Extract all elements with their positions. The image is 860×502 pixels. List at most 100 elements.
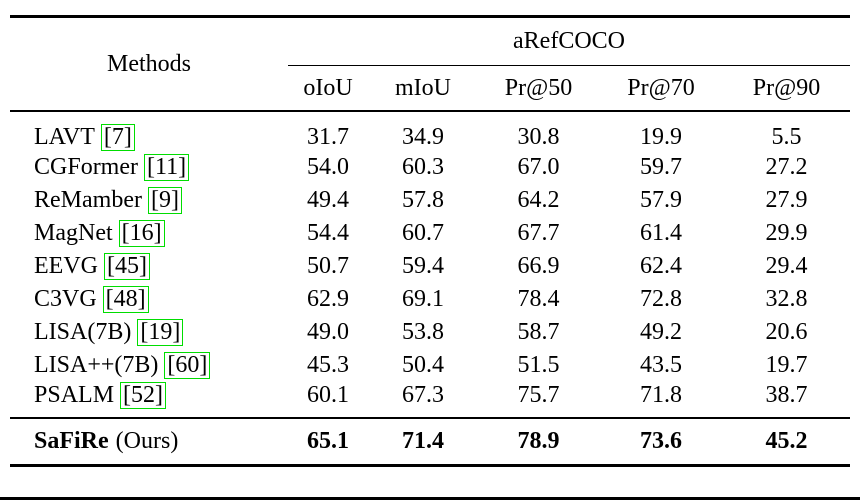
value-cell: 31.7 [307,123,349,150]
value-cell: 45.2 [723,416,851,468]
value-cell: 30.8 [517,123,560,150]
column-header-pr50: Pr@50 [478,65,599,112]
table-row: C3VG [48] 62.9 69.1 78.4 72.8 32.8 [10,283,850,316]
ours-method-name: SaFiRe [34,428,109,455]
value-cell: 34.9 [402,123,444,150]
value-cell: 65.1 [288,416,368,468]
value-cell: 78.4 [517,285,560,312]
citation-link[interactable]: [7] [100,123,135,151]
method-cell: LISA(7B) [19] [10,316,288,349]
value-cell: 5.5 [771,123,802,150]
method-name: LISA++(7B) [34,351,159,378]
method-cell: EEVG [45] [10,250,288,283]
value-cell: 57.8 [402,186,444,213]
value-cell: 67.0 [517,153,560,180]
value-cell: 49.0 [307,318,349,345]
value-cell: 54.4 [307,219,349,246]
value-cell: 62.9 [307,285,349,312]
method-cell: LISA++(7B) [60] [10,349,288,382]
value-cell: 69.1 [402,285,444,312]
method-cell: LAVT [7] [10,111,288,151]
method-name: ReMamber [34,186,142,213]
value-cell: 20.6 [765,318,808,345]
citation-link[interactable]: [11] [144,153,190,181]
table-row: ReMamber [9] 49.4 57.8 64.2 57.9 27.9 [10,184,850,217]
value-cell: 60.1 [307,382,349,409]
value-cell: 53.8 [402,318,444,345]
table-row: LISA(7B) [19] 49.0 53.8 58.7 49.2 20.6 [10,316,850,349]
value-cell: 78.9 [478,416,599,468]
method-cell: PSALM [52] [10,381,288,418]
value-cell: 50.4 [402,351,444,378]
group-header-arefcoco: aRefCOCO [288,15,851,66]
citation-link[interactable]: [16] [118,219,165,247]
method-name: C3VG [34,285,97,312]
value-cell: 49.2 [640,318,682,345]
method-name: CGFormer [34,153,138,180]
method-name: MagNet [34,219,113,246]
column-header-miou: mIoU [368,65,478,112]
value-cell: 49.4 [307,186,349,213]
value-cell: 38.7 [765,382,808,409]
method-name: PSALM [34,381,115,408]
value-cell: 45.3 [307,351,349,378]
citation-link[interactable]: [52] [120,381,167,409]
value-cell: 71.8 [640,382,682,409]
method-cell: MagNet [16] [10,217,288,250]
method-cell: ReMamber [9] [10,184,288,217]
method-name: EEVG [34,252,98,279]
citation-link[interactable]: [60] [164,351,211,379]
method-cell: C3VG [48] [10,283,288,316]
method-cell: CGFormer [11] [10,151,288,184]
table-row: LISA++(7B) [60] 45.3 50.4 51.5 43.5 19.7 [10,349,850,382]
value-cell: 71.4 [368,416,478,468]
value-cell: 50.7 [307,252,349,279]
citation-link[interactable]: [9] [147,186,182,214]
value-cell: 19.9 [640,123,682,150]
citation-link[interactable]: [45] [103,252,150,280]
results-table: Methods aRefCOCO oIoU mIoU Pr@50 Pr@70 P… [10,15,851,468]
value-cell: 29.4 [765,252,808,279]
header-row-group: Methods aRefCOCO [10,15,851,112]
value-cell: 19.7 [765,351,808,378]
value-cell: 27.2 [765,153,808,180]
method-name: LISA(7B) [34,318,132,345]
column-header-pr90: Pr@90 [723,65,851,112]
value-cell: 57.9 [640,186,682,213]
value-cell: 72.8 [640,285,682,312]
value-cell: 58.7 [517,318,560,345]
table-row: EEVG [45] 50.7 59.4 66.9 62.4 29.4 [10,250,850,283]
table-row: CGFormer [11] 54.0 60.3 67.0 59.7 27.2 [10,151,850,184]
method-cell-ours: SaFiRe (Ours) [10,416,288,468]
value-cell: 60.7 [402,219,444,246]
table-row: LAVT [7] 31.7 34.9 30.8 19.9 5.5 [10,111,850,151]
value-cell: 59.7 [640,153,682,180]
column-header-pr70: Pr@70 [599,65,723,112]
value-cell: 59.4 [402,252,444,279]
value-cell: 62.4 [640,252,682,279]
ours-row: SaFiRe (Ours) 65.1 71.4 78.9 73.6 45.2 [10,416,851,468]
value-cell: 75.7 [517,382,560,409]
value-cell: 54.0 [307,153,349,180]
table-row: PSALM [52] 60.1 67.3 75.7 71.8 38.7 [10,381,850,418]
table-row: MagNet [16] 54.4 60.7 67.7 61.4 29.9 [10,217,850,250]
value-cell: 27.9 [765,186,808,213]
value-cell: 64.2 [517,186,560,213]
ours-suffix: (Ours) [115,428,179,455]
value-cell: 51.5 [517,351,560,378]
value-cell: 60.3 [402,153,444,180]
citation-link[interactable]: [48] [102,285,149,313]
value-cell: 66.9 [517,252,560,279]
column-header-oiou: oIoU [288,65,368,112]
value-cell: 29.9 [765,219,808,246]
value-cell: 73.6 [599,416,723,468]
header-row-metrics: oIoU mIoU Pr@50 Pr@70 Pr@90 [10,65,851,112]
value-cell: 61.4 [640,219,682,246]
methods-column-header: Methods [10,15,288,112]
value-cell: 67.7 [517,219,560,246]
method-name: LAVT [34,123,95,150]
citation-link[interactable]: [19] [137,318,184,346]
page-bottom-rule [0,497,860,500]
value-cell: 67.3 [402,382,444,409]
value-cell: 32.8 [765,285,808,312]
